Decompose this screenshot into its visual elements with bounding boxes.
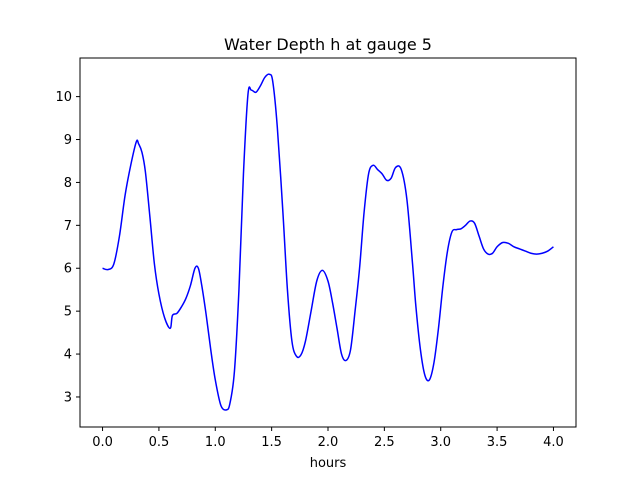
x-tick-label: 0.0: [92, 435, 113, 450]
y-axis: 3 4 5 6 7 8 9 10: [55, 90, 80, 405]
chart-title: Water Depth h at gauge 5: [224, 35, 432, 54]
y-tick-label: 7: [64, 219, 72, 234]
x-tick-label: 2.0: [318, 435, 339, 450]
y-tick-label: 9: [64, 133, 72, 148]
y-tick-label: 3: [64, 390, 72, 405]
x-axis-label: hours: [310, 456, 347, 471]
x-tick-label: 2.5: [374, 435, 395, 450]
x-axis: 0.0 0.5 1.0 1.5 2.0 2.5 3.0 3.5 4.0: [92, 427, 564, 450]
x-tick-label: 0.5: [149, 435, 170, 450]
x-tick-label: 3.5: [487, 435, 508, 450]
x-tick-label: 1.5: [261, 435, 282, 450]
x-tick-label: 1.0: [205, 435, 226, 450]
y-tick-label: 5: [64, 305, 72, 320]
x-tick-label: 3.0: [430, 435, 451, 450]
series-layer: [102, 73, 554, 411]
y-tick-label: 8: [64, 176, 72, 191]
x-tick-label: 4.0: [543, 435, 564, 450]
y-tick-label: 6: [64, 262, 72, 277]
y-tick-label: 4: [64, 348, 72, 363]
y-tick-label: 10: [55, 90, 72, 105]
series-line: [102, 73, 554, 411]
